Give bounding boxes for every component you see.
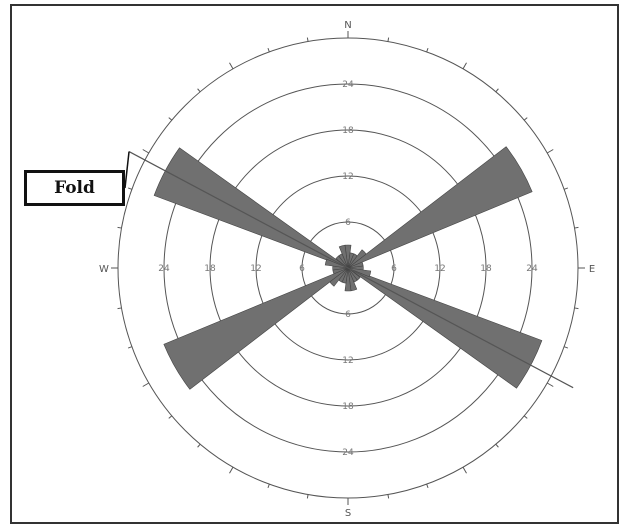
degree-tick (574, 226, 579, 229)
degree-tick (229, 62, 234, 70)
degree-tick (306, 37, 309, 42)
degree-tick (127, 346, 133, 349)
degree-tick (168, 117, 173, 121)
fold-trend-line (128, 151, 574, 389)
north-label: N (344, 20, 351, 31)
grid-ring-18 (209, 129, 487, 407)
degree-tick (197, 88, 201, 93)
east-label: E (589, 264, 595, 275)
rose-petal (324, 258, 349, 269)
ring-tick-label: 12 (342, 356, 353, 366)
rose-petal (163, 267, 349, 390)
degree-tick (117, 226, 122, 229)
ring-tick-label: 18 (342, 402, 354, 412)
rose-petal (153, 147, 349, 269)
degree-tick (462, 466, 467, 474)
degree-tick (142, 382, 150, 387)
ring-tick-label: 24 (526, 264, 538, 274)
degree-tick (546, 382, 554, 387)
ring-tick-label: 24 (342, 80, 354, 90)
ring-tick-label: 6 (391, 264, 397, 274)
degree-tick (495, 88, 499, 93)
fold-leader-line (124, 151, 130, 189)
ring-tick-label: 18 (480, 264, 492, 274)
ring-tick-label: 18 (204, 264, 216, 274)
degree-tick (142, 149, 150, 154)
degree-tick (563, 187, 569, 190)
degree-tick (117, 307, 122, 310)
ring-tick-label: 24 (342, 448, 354, 458)
ring-tick-label: 12 (342, 172, 353, 182)
degree-tick (387, 37, 390, 42)
degree-tick (574, 307, 579, 310)
ring-tick-label: 6 (299, 264, 305, 274)
south-label: S (345, 508, 351, 519)
degree-tick (267, 47, 270, 53)
fold-label: Fold (54, 178, 95, 198)
degree-tick (426, 47, 429, 53)
grid-ring-24 (163, 83, 533, 453)
degree-tick (168, 415, 173, 419)
rose-petal (347, 267, 372, 278)
degree-tick (523, 117, 528, 121)
degree-tick (495, 443, 499, 448)
ring-tick-label: 6 (345, 310, 351, 320)
west-label: W (99, 264, 109, 275)
fold-label-box: Fold (24, 170, 125, 206)
grid-ring-12 (255, 175, 441, 361)
ring-tick-label: 18 (342, 126, 354, 136)
grid-ring-6 (301, 221, 395, 315)
ring-tick-label: 12 (250, 264, 261, 274)
ring-tick-label: 12 (434, 264, 445, 274)
ring-tick-label: 6 (345, 218, 351, 228)
rose-petal (329, 267, 349, 287)
degree-tick (197, 443, 201, 448)
chart-frame (10, 4, 619, 524)
degree-tick (523, 415, 528, 419)
degree-tick (267, 483, 270, 489)
rose-petal (344, 267, 352, 292)
rose-petal (347, 267, 543, 389)
degree-tick (462, 62, 467, 70)
degree-tick (563, 346, 569, 349)
degree-tick (306, 494, 309, 499)
rose-petal (338, 244, 349, 269)
degree-tick (229, 466, 234, 474)
degree-tick (127, 187, 133, 190)
degree-tick (426, 483, 429, 489)
rose-petal (347, 249, 367, 269)
degree-tick (387, 494, 390, 499)
ring-tick-label: 24 (158, 264, 170, 274)
degree-tick (546, 149, 554, 154)
rose-petal (347, 146, 533, 269)
